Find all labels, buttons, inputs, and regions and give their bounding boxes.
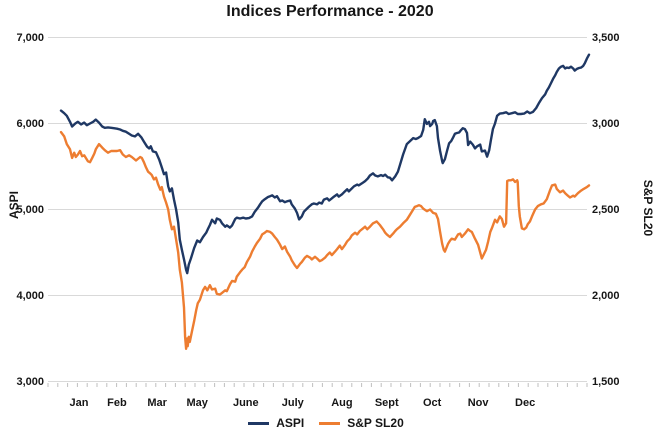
left-axis-tick-label: 3,000 <box>16 375 44 388</box>
x-axis-month-label: Dec <box>515 397 536 409</box>
right-axis-tick-label: 3,500 <box>592 31 620 44</box>
x-axis-month-label: July <box>281 397 304 409</box>
right-axis-tick-label: 1,500 <box>592 375 620 388</box>
legend-swatch-sl20-line <box>319 421 341 425</box>
x-axis-month-label: Jan <box>69 397 89 409</box>
x-axis-month-label: Aug <box>331 397 353 409</box>
left-axis-tick-label: 7,000 <box>16 31 44 44</box>
left-axis-tick-label: 4,000 <box>16 289 44 302</box>
legend-swatch-aspi-line <box>248 421 270 425</box>
left-axis-tick-label: 5,000 <box>16 203 44 216</box>
chart-title: Indices Performance - 2020 <box>226 3 434 20</box>
x-axis-month-label: Sept <box>374 397 399 409</box>
x-axis-month-label: May <box>186 397 208 409</box>
x-axis-month-label: Feb <box>107 397 127 409</box>
series-line-aspi <box>59 53 591 275</box>
right-axis-tick-label: 3,000 <box>592 117 620 130</box>
right-axis-tick-label: 2,000 <box>592 289 620 302</box>
legend-label-aspi: ASPI <box>276 416 305 430</box>
right-axis-tick-label: 2,500 <box>592 203 620 216</box>
legend: ASPI S&P SL20 <box>0 416 652 430</box>
series-line-s-p-sl20 <box>59 130 591 350</box>
x-axis-month-label: Mar <box>147 397 167 409</box>
x-axis-month-label: Oct <box>423 397 442 409</box>
legend-label-sl20: S&P SL20 <box>347 416 404 430</box>
x-axis-month-label: June <box>232 397 259 409</box>
left-axis-tick-label: 6,000 <box>16 117 44 130</box>
x-axis-month-label: Nov <box>467 397 489 409</box>
